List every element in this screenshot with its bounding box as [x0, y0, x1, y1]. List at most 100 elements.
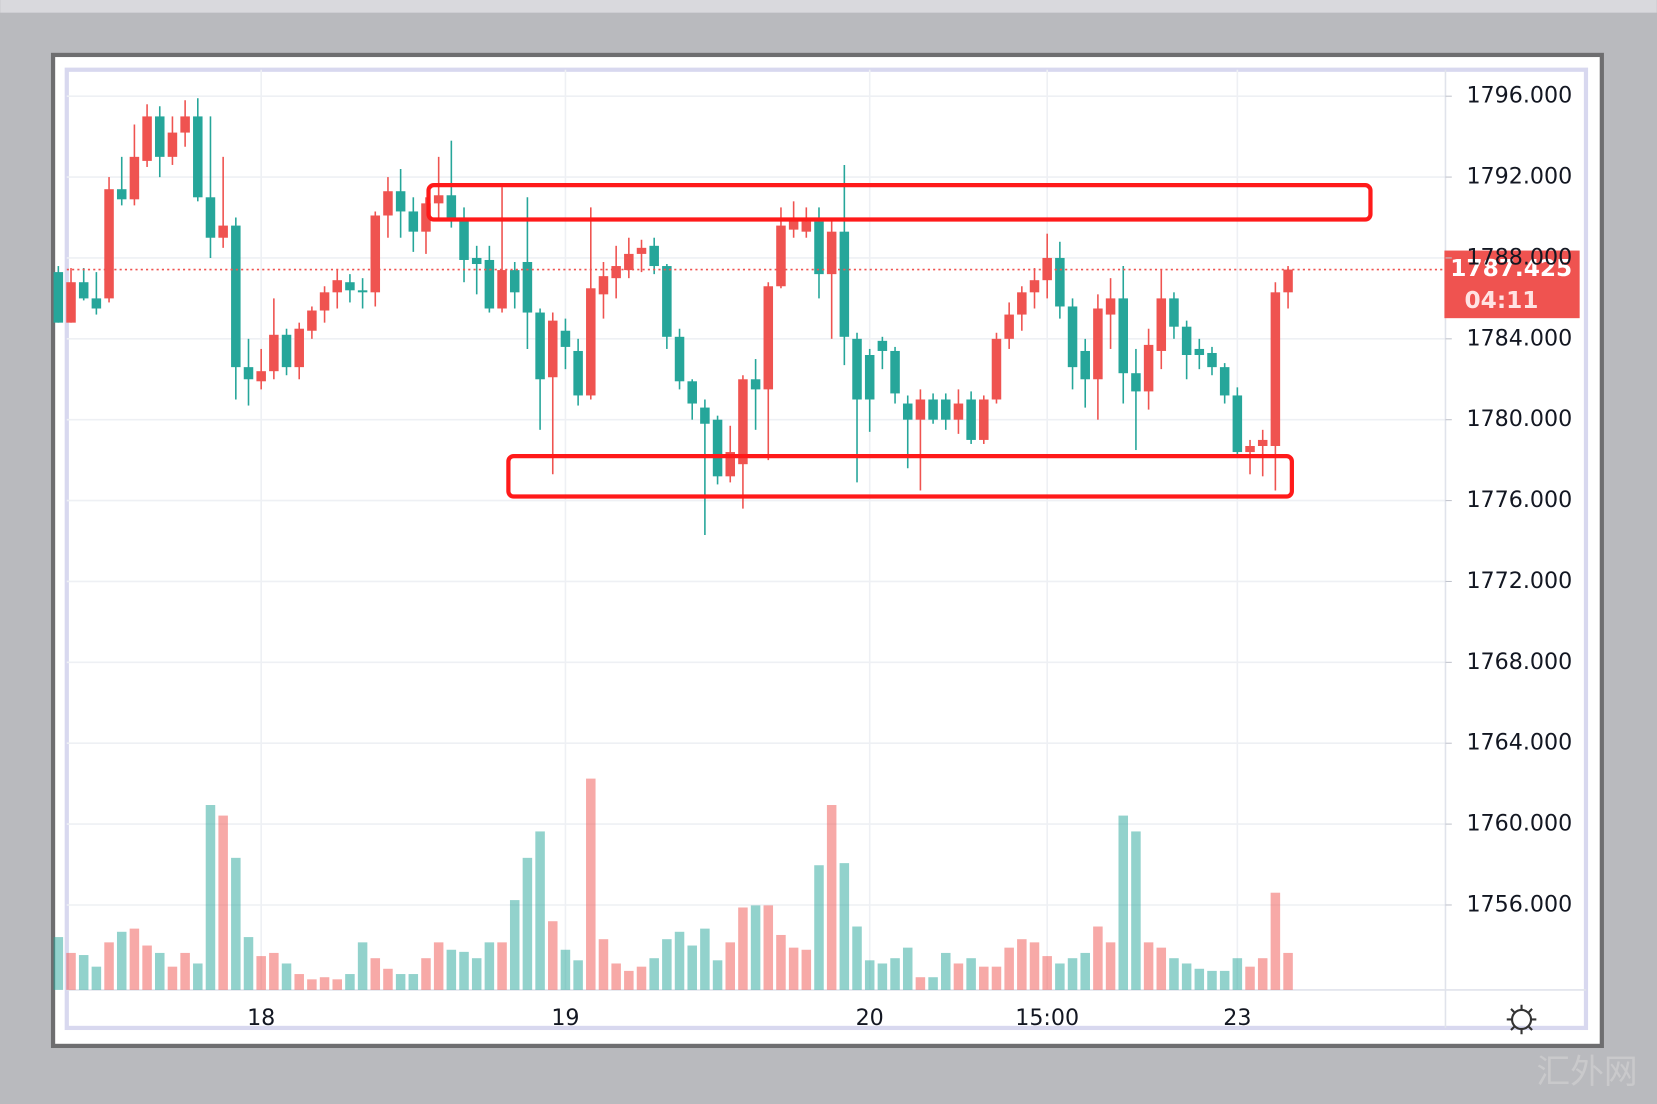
- candle-body: [1219, 367, 1230, 396]
- volume-bar: [535, 831, 545, 990]
- candle-body: [763, 286, 774, 390]
- candle-body: [421, 203, 431, 232]
- volume-bar: [383, 968, 393, 990]
- volume-bar: [573, 960, 583, 990]
- candle-body: [1169, 298, 1179, 327]
- volume-bar: [104, 942, 114, 990]
- volume-bar: [1169, 958, 1179, 990]
- volume-bar: [53, 937, 64, 990]
- volume-bar: [66, 952, 76, 990]
- volume-bar: [370, 958, 381, 990]
- settings-icon[interactable]: [1506, 1004, 1537, 1035]
- candle-body: [522, 261, 533, 313]
- candle-body: [725, 452, 736, 477]
- volume-bar: [78, 955, 89, 990]
- candles: [53, 98, 1293, 535]
- volume-bar: [1257, 958, 1268, 990]
- candle-body: [1245, 445, 1255, 453]
- y-tick-label: 1780.000: [1466, 406, 1572, 432]
- volume-bar: [1156, 947, 1167, 990]
- candle-body: [1004, 314, 1014, 339]
- volume-bar: [91, 966, 102, 990]
- candle-body: [231, 225, 241, 368]
- candle-body: [560, 330, 571, 347]
- candle-body: [839, 231, 850, 337]
- y-tick-label: 1792.000: [1466, 164, 1572, 190]
- volume-bar: [941, 952, 951, 990]
- y-tick-label: 1768.000: [1466, 649, 1572, 675]
- volume-bar: [1042, 956, 1052, 990]
- volume-bar: [433, 942, 444, 990]
- x-tick-label: 20: [856, 1005, 884, 1031]
- volume-bar: [307, 979, 317, 990]
- volume-bar: [1245, 966, 1255, 990]
- inner-frame: [64, 67, 1589, 1031]
- x-tick-label: 15:00: [1015, 1005, 1079, 1031]
- candle-body: [433, 195, 444, 204]
- candle-body: [281, 334, 292, 368]
- volume-bar: [801, 949, 812, 990]
- candle-body: [674, 336, 685, 382]
- watermark: 汇外网: [1536, 1053, 1637, 1091]
- candle-body: [877, 340, 888, 351]
- y-tick-label: 1772.000: [1466, 568, 1572, 594]
- y-tick-label: 1788.000: [1466, 244, 1572, 270]
- volume-bar: [902, 947, 913, 990]
- x-tick-label: 19: [551, 1005, 579, 1031]
- candle-body: [649, 245, 659, 267]
- volume-bar: [1131, 831, 1141, 990]
- volume-bar: [1080, 952, 1090, 990]
- volume-bar: [864, 960, 875, 990]
- candle-body: [598, 276, 609, 295]
- volume-bar: [269, 952, 279, 990]
- volume-bar: [953, 963, 964, 990]
- candle-body: [1257, 439, 1268, 446]
- volume-bar: [484, 942, 495, 990]
- candle-body: [928, 399, 938, 420]
- candle-body: [991, 338, 1002, 400]
- candle-body: [864, 355, 875, 400]
- candle-body: [1080, 350, 1090, 380]
- volume-bar: [700, 928, 710, 990]
- volume-bar: [509, 900, 520, 990]
- volume-bar: [725, 942, 736, 990]
- x-tick-label: 18: [247, 1005, 275, 1031]
- volume-bar: [548, 921, 558, 990]
- candle-body: [953, 403, 964, 420]
- candle-body: [484, 259, 495, 309]
- candle-body: [395, 191, 406, 212]
- candle-body: [1181, 326, 1192, 356]
- candle-body: [357, 290, 368, 293]
- candle-body: [636, 247, 647, 254]
- candle-body: [712, 419, 723, 477]
- candle-body: [307, 310, 317, 331]
- volume-bar: [560, 949, 571, 990]
- candle-body: [662, 266, 672, 337]
- candle-body: [345, 282, 355, 291]
- volume-bar: [877, 963, 888, 990]
- volume-bar: [991, 966, 1002, 990]
- volume-bar: [281, 963, 292, 990]
- volume-bar: [738, 907, 748, 990]
- candle-body: [294, 328, 304, 368]
- volume-bar: [180, 952, 190, 990]
- volume-bar: [1105, 942, 1116, 990]
- candle-body: [319, 292, 330, 311]
- gear-teeth[interactable]: [1506, 1004, 1537, 1035]
- candle-body: [1156, 298, 1167, 351]
- volume-bar: [712, 960, 723, 990]
- zone-box: [426, 183, 1373, 222]
- candle-body: [738, 379, 748, 465]
- volume-bar: [979, 966, 989, 990]
- candle-body: [1017, 292, 1027, 315]
- x-tick-label: 23: [1223, 1005, 1251, 1031]
- volume-bar: [446, 949, 457, 990]
- candle-body: [1131, 373, 1141, 392]
- volume-bar: [852, 926, 862, 990]
- candle-body: [1194, 348, 1205, 356]
- volume-bar: [788, 947, 799, 990]
- volume-bar: [674, 931, 685, 990]
- candle-body: [573, 350, 583, 396]
- y-tick-label: 1776.000: [1466, 487, 1572, 513]
